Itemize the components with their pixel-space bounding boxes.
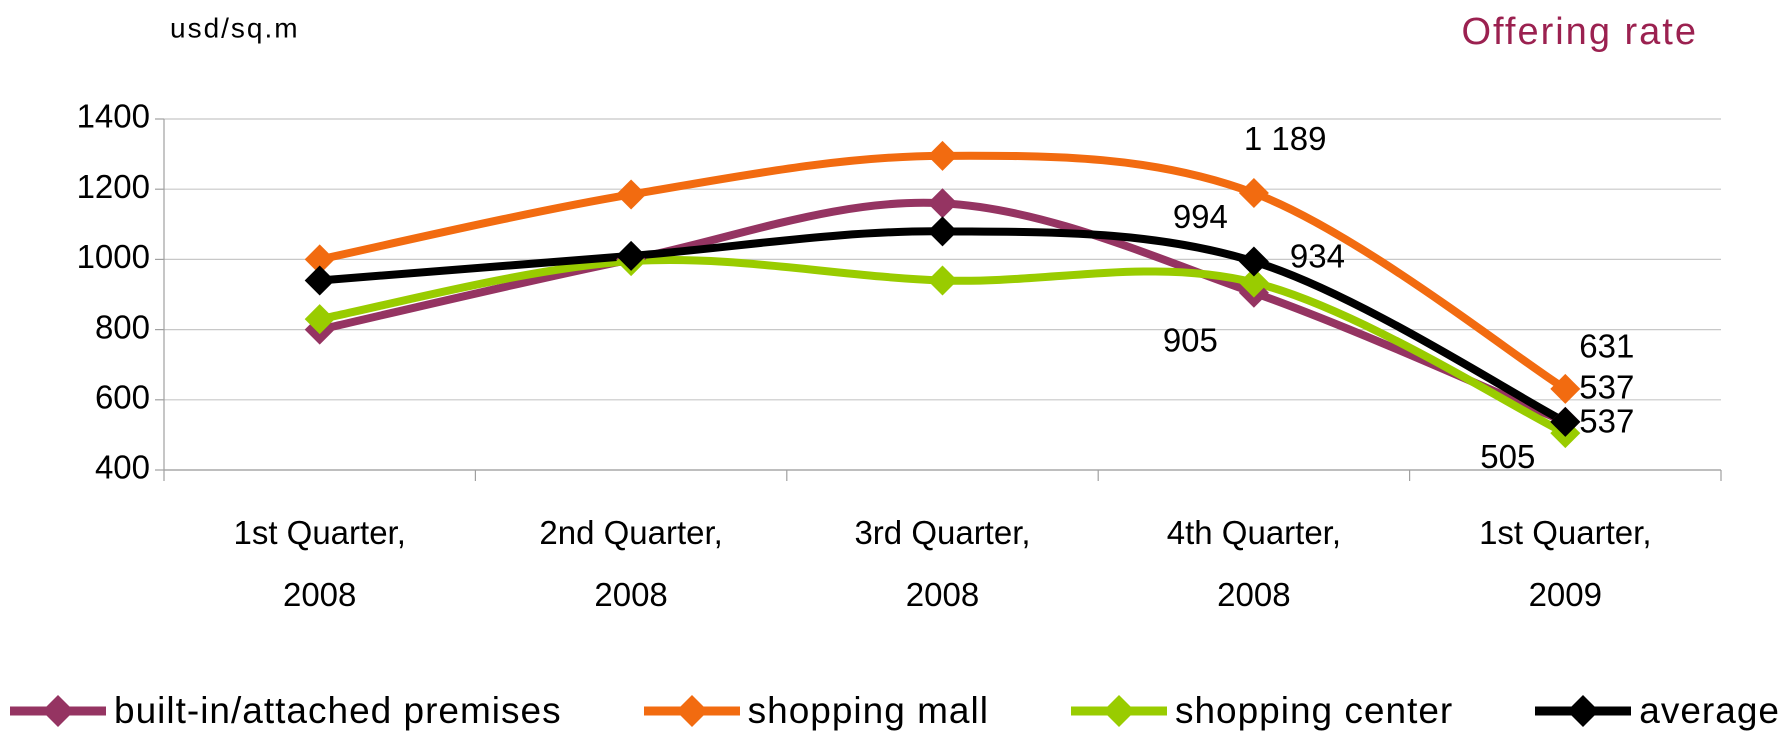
legend-label: shopping center [1174, 690, 1454, 731]
point-marker [927, 140, 958, 171]
legend-swatch [1535, 695, 1632, 727]
point-marker [304, 304, 335, 335]
y-tick-label: 400 [95, 449, 150, 486]
data-label: 537 [1579, 403, 1634, 440]
legend-item: shopping mall [642, 690, 989, 732]
data-label: 505 [1480, 438, 1535, 475]
legend-marker [42, 695, 74, 727]
legend-label: built-in/attached premises [114, 690, 562, 731]
x-tick-label: 2nd Quarter, 2008 [539, 514, 723, 613]
point-marker [1550, 373, 1581, 404]
point-marker [927, 265, 958, 296]
y-tick-label: 600 [95, 379, 150, 416]
point-marker [1238, 246, 1269, 277]
data-label: 537 [1579, 369, 1634, 406]
point-marker [927, 188, 958, 219]
point-marker [1238, 267, 1269, 298]
legend: built-in/attached premises shopping mall s… [8, 690, 1780, 732]
chart-title: Offering rate [1461, 11, 1698, 53]
y-axis-label: usd/sq.m [170, 12, 300, 43]
point-marker [616, 240, 647, 271]
point-marker [616, 179, 647, 210]
data-label: 994 [1173, 198, 1228, 235]
x-tick-label: 3rd Quarter, 2008 [854, 514, 1031, 613]
legend-swatch [10, 695, 106, 727]
legend-marker [1567, 695, 1600, 727]
y-tick-label: 1200 [77, 168, 150, 205]
legend-swatch [1070, 695, 1167, 727]
point-marker [1550, 406, 1581, 437]
legend-swatch [643, 695, 740, 727]
x-tick-label: 1st Quarter, 2008 [233, 514, 406, 613]
x-tick-label: 4th Quarter, 2008 [1166, 514, 1342, 613]
data-label: 934 [1290, 237, 1345, 274]
point-marker [304, 265, 335, 296]
y-tick-label: 1400 [77, 98, 150, 135]
legend-marker [1102, 695, 1135, 727]
point-marker [927, 216, 958, 247]
point-marker [1238, 178, 1269, 209]
y-tick-label: 1000 [77, 238, 150, 275]
data-label: 1 189 [1244, 120, 1327, 157]
legend-label: average [1639, 690, 1780, 731]
legend-item: shopping center [1069, 690, 1453, 732]
y-tick-label: 800 [95, 308, 150, 345]
legend-item: average [1533, 690, 1780, 732]
legend-marker [675, 695, 708, 727]
legend-item: built-in/attached premises [8, 690, 562, 732]
legend-label: shopping mall [747, 690, 989, 731]
data-label: 905 [1163, 321, 1218, 358]
data-label: 631 [1579, 328, 1634, 365]
x-tick-label: 1st Quarter, 2009 [1479, 514, 1652, 613]
point-marker [304, 244, 335, 275]
